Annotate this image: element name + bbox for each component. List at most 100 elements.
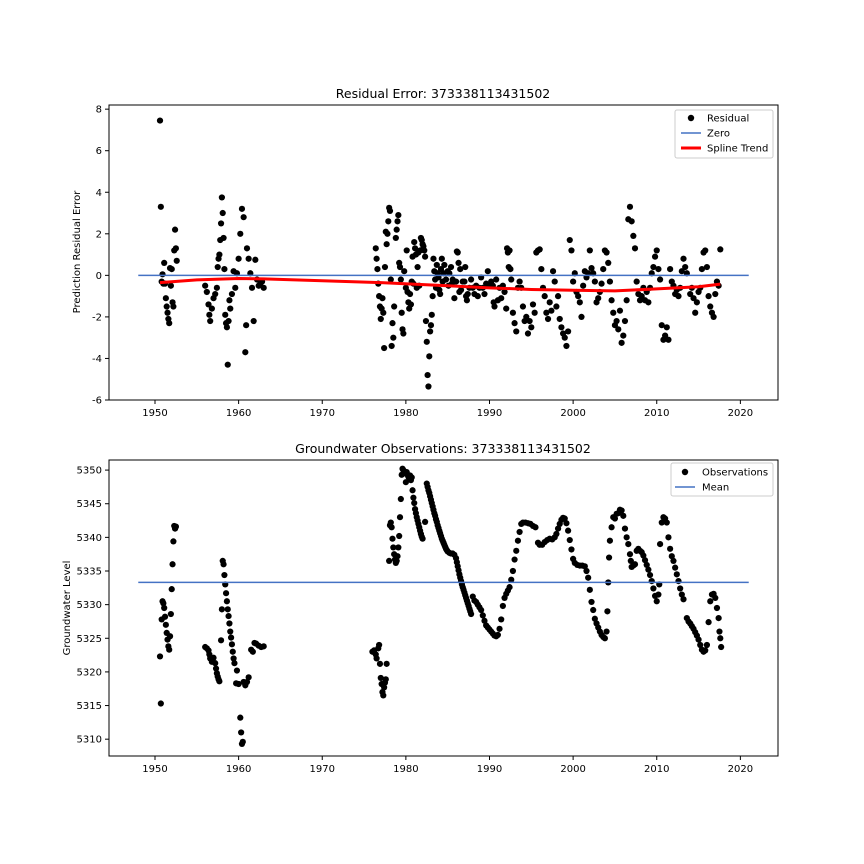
observations-point [673, 571, 680, 578]
residual-point [203, 288, 210, 296]
groundwater-y-tick-label: 5315 [77, 701, 102, 712]
residual-point [616, 307, 624, 314]
residual-point [379, 295, 386, 302]
observations-point [468, 610, 475, 618]
observations-point [230, 655, 237, 662]
residual-point [645, 299, 652, 306]
spline-trend-line [159, 276, 721, 293]
residual-point [508, 276, 515, 283]
observations-point [641, 557, 649, 564]
observations-point [216, 678, 223, 685]
residual-point [638, 293, 645, 300]
observations-point [167, 610, 174, 618]
residual-point [690, 295, 697, 302]
observations-point [217, 637, 225, 644]
observations-point [377, 674, 384, 682]
residual-point [662, 332, 669, 339]
observations-point [566, 536, 573, 544]
residual-point [565, 328, 572, 335]
observations-point [387, 519, 394, 526]
residual-point [623, 297, 630, 304]
observations-point [169, 561, 176, 568]
observations-point [626, 551, 634, 558]
observations-point [223, 598, 231, 605]
residual-point [529, 301, 537, 308]
observations-point [494, 631, 501, 639]
observations-point [228, 641, 236, 648]
residual-point [220, 234, 227, 242]
groundwater-y-tick-label: 5320 [77, 667, 102, 678]
residual-point [452, 278, 460, 285]
residual-point [428, 311, 435, 318]
residual-point [698, 266, 706, 273]
residual-point [433, 261, 440, 269]
residual-point [395, 212, 402, 219]
residual-point [548, 307, 555, 314]
residual-point [524, 330, 532, 337]
observations-point [479, 612, 486, 619]
residual-point [423, 338, 430, 345]
residual-point [250, 317, 257, 325]
residual-point [675, 293, 682, 300]
residual-point [682, 263, 689, 271]
residual-point [387, 276, 394, 283]
observations-point [707, 598, 714, 605]
observations-point [231, 660, 238, 667]
residual-point [389, 320, 396, 327]
residual-point [553, 303, 560, 310]
observations-point [717, 635, 724, 642]
residual-point [164, 309, 171, 316]
residual-point [491, 303, 498, 310]
residual-point [656, 276, 664, 283]
observations-point [388, 524, 395, 531]
residual-point [243, 245, 251, 252]
residual-point [712, 290, 719, 298]
residual-y-tick-label: 4 [96, 188, 102, 199]
residual-point [390, 334, 397, 341]
observations-point [166, 633, 174, 640]
observations-point [703, 641, 711, 649]
residual-point [216, 251, 223, 258]
observations-point [249, 648, 256, 655]
residual-point [630, 232, 637, 239]
observations-point [623, 534, 630, 541]
residual-point [422, 317, 430, 325]
groundwater-y-tick-label: 5350 [77, 466, 102, 477]
residual-point [665, 336, 672, 343]
residual-point [214, 263, 221, 271]
observations-point [156, 653, 164, 660]
residual-point [222, 311, 229, 318]
residual-point [549, 268, 557, 275]
residual-point [591, 278, 598, 285]
residual-point [383, 241, 390, 248]
residual-point [414, 263, 421, 271]
residual-point [394, 218, 401, 225]
residual-point [653, 247, 660, 254]
residual-point [608, 297, 615, 304]
observations-point [585, 574, 592, 581]
residual-point [457, 286, 465, 293]
residual-point [411, 245, 419, 252]
residual-point [421, 247, 428, 254]
residual-point [252, 256, 259, 263]
residual-point [401, 268, 408, 275]
observations-point [712, 594, 719, 602]
residual-y-axis-label: Prediction Residual Error [72, 190, 83, 314]
groundwater-observations-panel: Groundwater Observations: 37333811343150… [62, 441, 779, 775]
observations-point [218, 606, 225, 613]
observations-point [715, 614, 722, 622]
residual-point [526, 317, 533, 325]
groundwater-x-tick-label: 1970 [310, 764, 335, 775]
residual-point [481, 290, 488, 298]
observations-point [225, 612, 232, 620]
residual-point [513, 328, 520, 335]
residual-y-tick-label: -6 [92, 396, 102, 407]
residual-point [162, 295, 169, 302]
observations-point [648, 577, 655, 585]
residual-point [551, 278, 558, 285]
observations-point [702, 647, 709, 654]
observations-point [506, 584, 513, 591]
observations-point [409, 487, 416, 494]
residual-point [546, 299, 553, 306]
residual-point [705, 293, 712, 300]
